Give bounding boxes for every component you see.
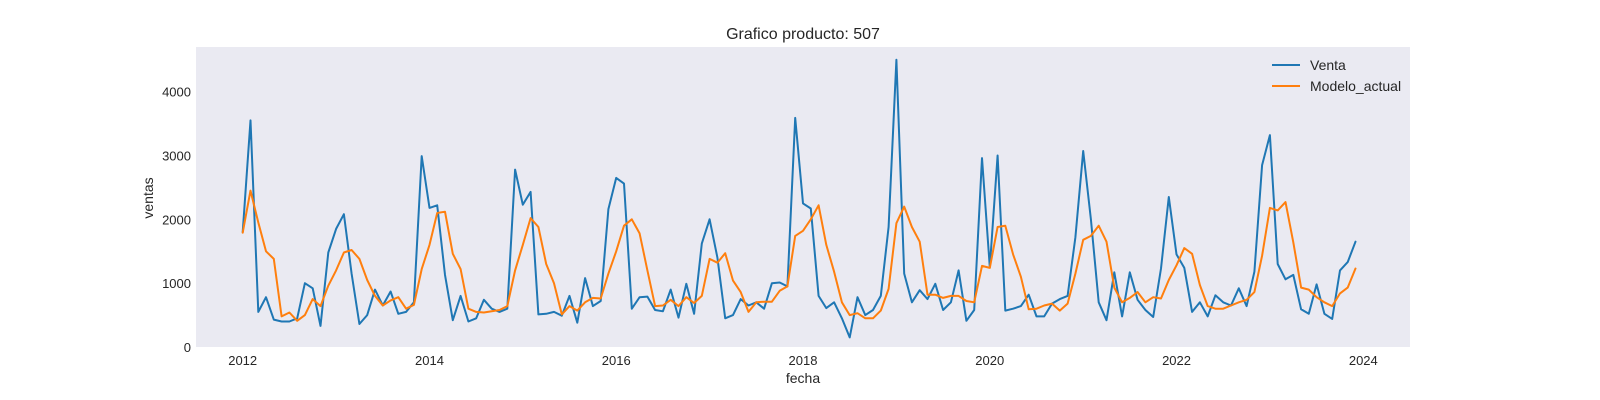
- legend-label: Venta: [1310, 57, 1346, 73]
- x-tick-label: 2020: [975, 353, 1004, 368]
- x-tick-label: 2016: [602, 353, 631, 368]
- legend-label: Modelo_actual: [1310, 78, 1401, 94]
- series-line-venta: [241, 58, 1357, 339]
- y-tick-label: 1000: [162, 276, 191, 291]
- y-tick-label: 0: [184, 340, 191, 355]
- x-tick-label: 2024: [1349, 353, 1378, 368]
- y-axis-ticks: 0 1000 2000 3000 4000: [162, 85, 191, 355]
- x-tick-label: 2018: [789, 353, 818, 368]
- x-axis-label: fecha: [786, 370, 820, 386]
- x-axis-ticks: 2012 2014 2016 2018 2020 2022 2024: [228, 353, 1378, 368]
- y-tick-label: 3000: [162, 149, 191, 164]
- x-tick-label: 2014: [415, 353, 444, 368]
- series-layer: [241, 58, 1357, 339]
- y-axis-label: ventas: [140, 177, 156, 218]
- x-tick-label: 2012: [228, 353, 257, 368]
- chart-title: Grafico producto: 507: [726, 26, 880, 43]
- series-line-modelo-actual: [241, 189, 1357, 322]
- y-tick-label: 4000: [162, 85, 191, 100]
- x-tick-label: 2022: [1162, 353, 1191, 368]
- y-tick-label: 2000: [162, 212, 191, 227]
- legend: Venta Modelo_actual: [1272, 57, 1401, 94]
